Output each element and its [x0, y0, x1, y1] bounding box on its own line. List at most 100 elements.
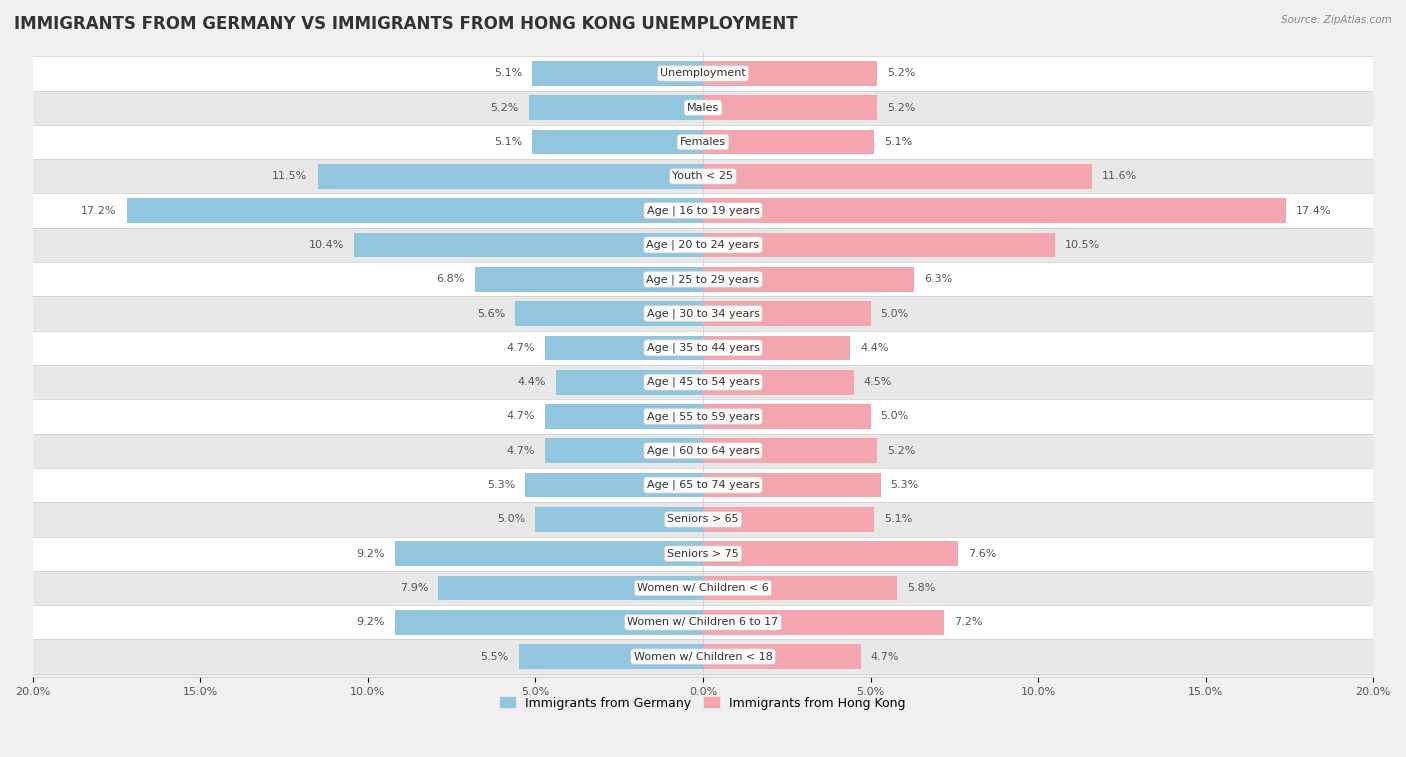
Text: Females: Females [681, 137, 725, 147]
Text: Women w/ Children < 6: Women w/ Children < 6 [637, 583, 769, 593]
Text: Age | 45 to 54 years: Age | 45 to 54 years [647, 377, 759, 388]
Bar [32, 434, 1374, 468]
Text: 5.0%: 5.0% [880, 309, 908, 319]
Text: Seniors > 65: Seniors > 65 [668, 514, 738, 525]
Bar [439, 575, 703, 600]
Text: 11.5%: 11.5% [273, 171, 308, 182]
Bar [32, 262, 1374, 297]
Bar [546, 335, 703, 360]
Bar [395, 610, 703, 634]
Bar [127, 198, 703, 223]
Bar [546, 438, 703, 463]
Bar [32, 194, 1374, 228]
Text: 5.1%: 5.1% [494, 137, 522, 147]
Text: Unemployment: Unemployment [661, 68, 745, 79]
Text: Women w/ Children 6 to 17: Women w/ Children 6 to 17 [627, 617, 779, 628]
Text: 4.4%: 4.4% [517, 377, 546, 387]
Legend: Immigrants from Germany, Immigrants from Hong Kong: Immigrants from Germany, Immigrants from… [495, 692, 911, 715]
Text: 4.7%: 4.7% [508, 446, 536, 456]
Text: Males: Males [688, 103, 718, 113]
Bar [531, 129, 703, 154]
Text: 5.1%: 5.1% [884, 514, 912, 525]
Text: 5.3%: 5.3% [890, 480, 920, 490]
Bar [703, 370, 853, 394]
Text: 9.2%: 9.2% [356, 617, 385, 628]
Bar [703, 61, 877, 86]
Bar [32, 228, 1374, 262]
Text: 5.2%: 5.2% [887, 68, 915, 79]
Text: 5.2%: 5.2% [887, 446, 915, 456]
Text: Women w/ Children < 18: Women w/ Children < 18 [634, 652, 772, 662]
Text: 9.2%: 9.2% [356, 549, 385, 559]
Bar [516, 301, 703, 326]
Bar [519, 644, 703, 669]
Text: IMMIGRANTS FROM GERMANY VS IMMIGRANTS FROM HONG KONG UNEMPLOYMENT: IMMIGRANTS FROM GERMANY VS IMMIGRANTS FR… [14, 15, 797, 33]
Text: Source: ZipAtlas.com: Source: ZipAtlas.com [1281, 15, 1392, 25]
Bar [703, 644, 860, 669]
Bar [703, 438, 877, 463]
Text: 5.2%: 5.2% [887, 103, 915, 113]
Text: 5.5%: 5.5% [481, 652, 509, 662]
Text: 7.2%: 7.2% [955, 617, 983, 628]
Bar [318, 164, 703, 188]
Bar [703, 129, 875, 154]
Bar [32, 365, 1374, 399]
Text: 5.0%: 5.0% [498, 514, 526, 525]
Bar [32, 159, 1374, 194]
Bar [32, 640, 1374, 674]
Bar [32, 605, 1374, 640]
Bar [531, 61, 703, 86]
Text: Age | 55 to 59 years: Age | 55 to 59 years [647, 411, 759, 422]
Bar [32, 537, 1374, 571]
Text: 17.2%: 17.2% [82, 206, 117, 216]
Bar [703, 198, 1286, 223]
Text: 4.7%: 4.7% [508, 412, 536, 422]
Bar [32, 91, 1374, 125]
Text: 4.7%: 4.7% [508, 343, 536, 353]
Bar [395, 541, 703, 566]
Bar [703, 335, 851, 360]
Bar [32, 297, 1374, 331]
Bar [32, 468, 1374, 502]
Text: Age | 35 to 44 years: Age | 35 to 44 years [647, 343, 759, 353]
Bar [703, 404, 870, 428]
Bar [703, 575, 897, 600]
Text: 5.1%: 5.1% [884, 137, 912, 147]
Text: 6.8%: 6.8% [437, 274, 465, 284]
Text: 6.3%: 6.3% [924, 274, 952, 284]
Bar [32, 125, 1374, 159]
Text: Age | 16 to 19 years: Age | 16 to 19 years [647, 205, 759, 216]
Text: 10.5%: 10.5% [1064, 240, 1101, 250]
Text: 4.7%: 4.7% [870, 652, 898, 662]
Text: 7.9%: 7.9% [399, 583, 429, 593]
Bar [703, 472, 880, 497]
Text: Age | 60 to 64 years: Age | 60 to 64 years [647, 446, 759, 456]
Text: 5.8%: 5.8% [907, 583, 936, 593]
Text: 4.4%: 4.4% [860, 343, 889, 353]
Bar [475, 267, 703, 291]
Text: 17.4%: 17.4% [1296, 206, 1331, 216]
Bar [32, 399, 1374, 434]
Text: Age | 30 to 34 years: Age | 30 to 34 years [647, 308, 759, 319]
Text: 7.6%: 7.6% [967, 549, 995, 559]
Text: 5.1%: 5.1% [494, 68, 522, 79]
Bar [703, 232, 1054, 257]
Bar [32, 56, 1374, 91]
Text: Youth < 25: Youth < 25 [672, 171, 734, 182]
Text: Age | 25 to 29 years: Age | 25 to 29 years [647, 274, 759, 285]
Text: Age | 65 to 74 years: Age | 65 to 74 years [647, 480, 759, 491]
Bar [32, 331, 1374, 365]
Text: 4.5%: 4.5% [863, 377, 893, 387]
Bar [703, 507, 875, 531]
Bar [32, 571, 1374, 605]
Bar [526, 472, 703, 497]
Text: Seniors > 75: Seniors > 75 [666, 549, 740, 559]
Bar [703, 267, 914, 291]
Bar [703, 301, 870, 326]
Text: 10.4%: 10.4% [309, 240, 344, 250]
Bar [703, 95, 877, 120]
Bar [529, 95, 703, 120]
Bar [546, 404, 703, 428]
Bar [703, 164, 1092, 188]
Bar [703, 541, 957, 566]
